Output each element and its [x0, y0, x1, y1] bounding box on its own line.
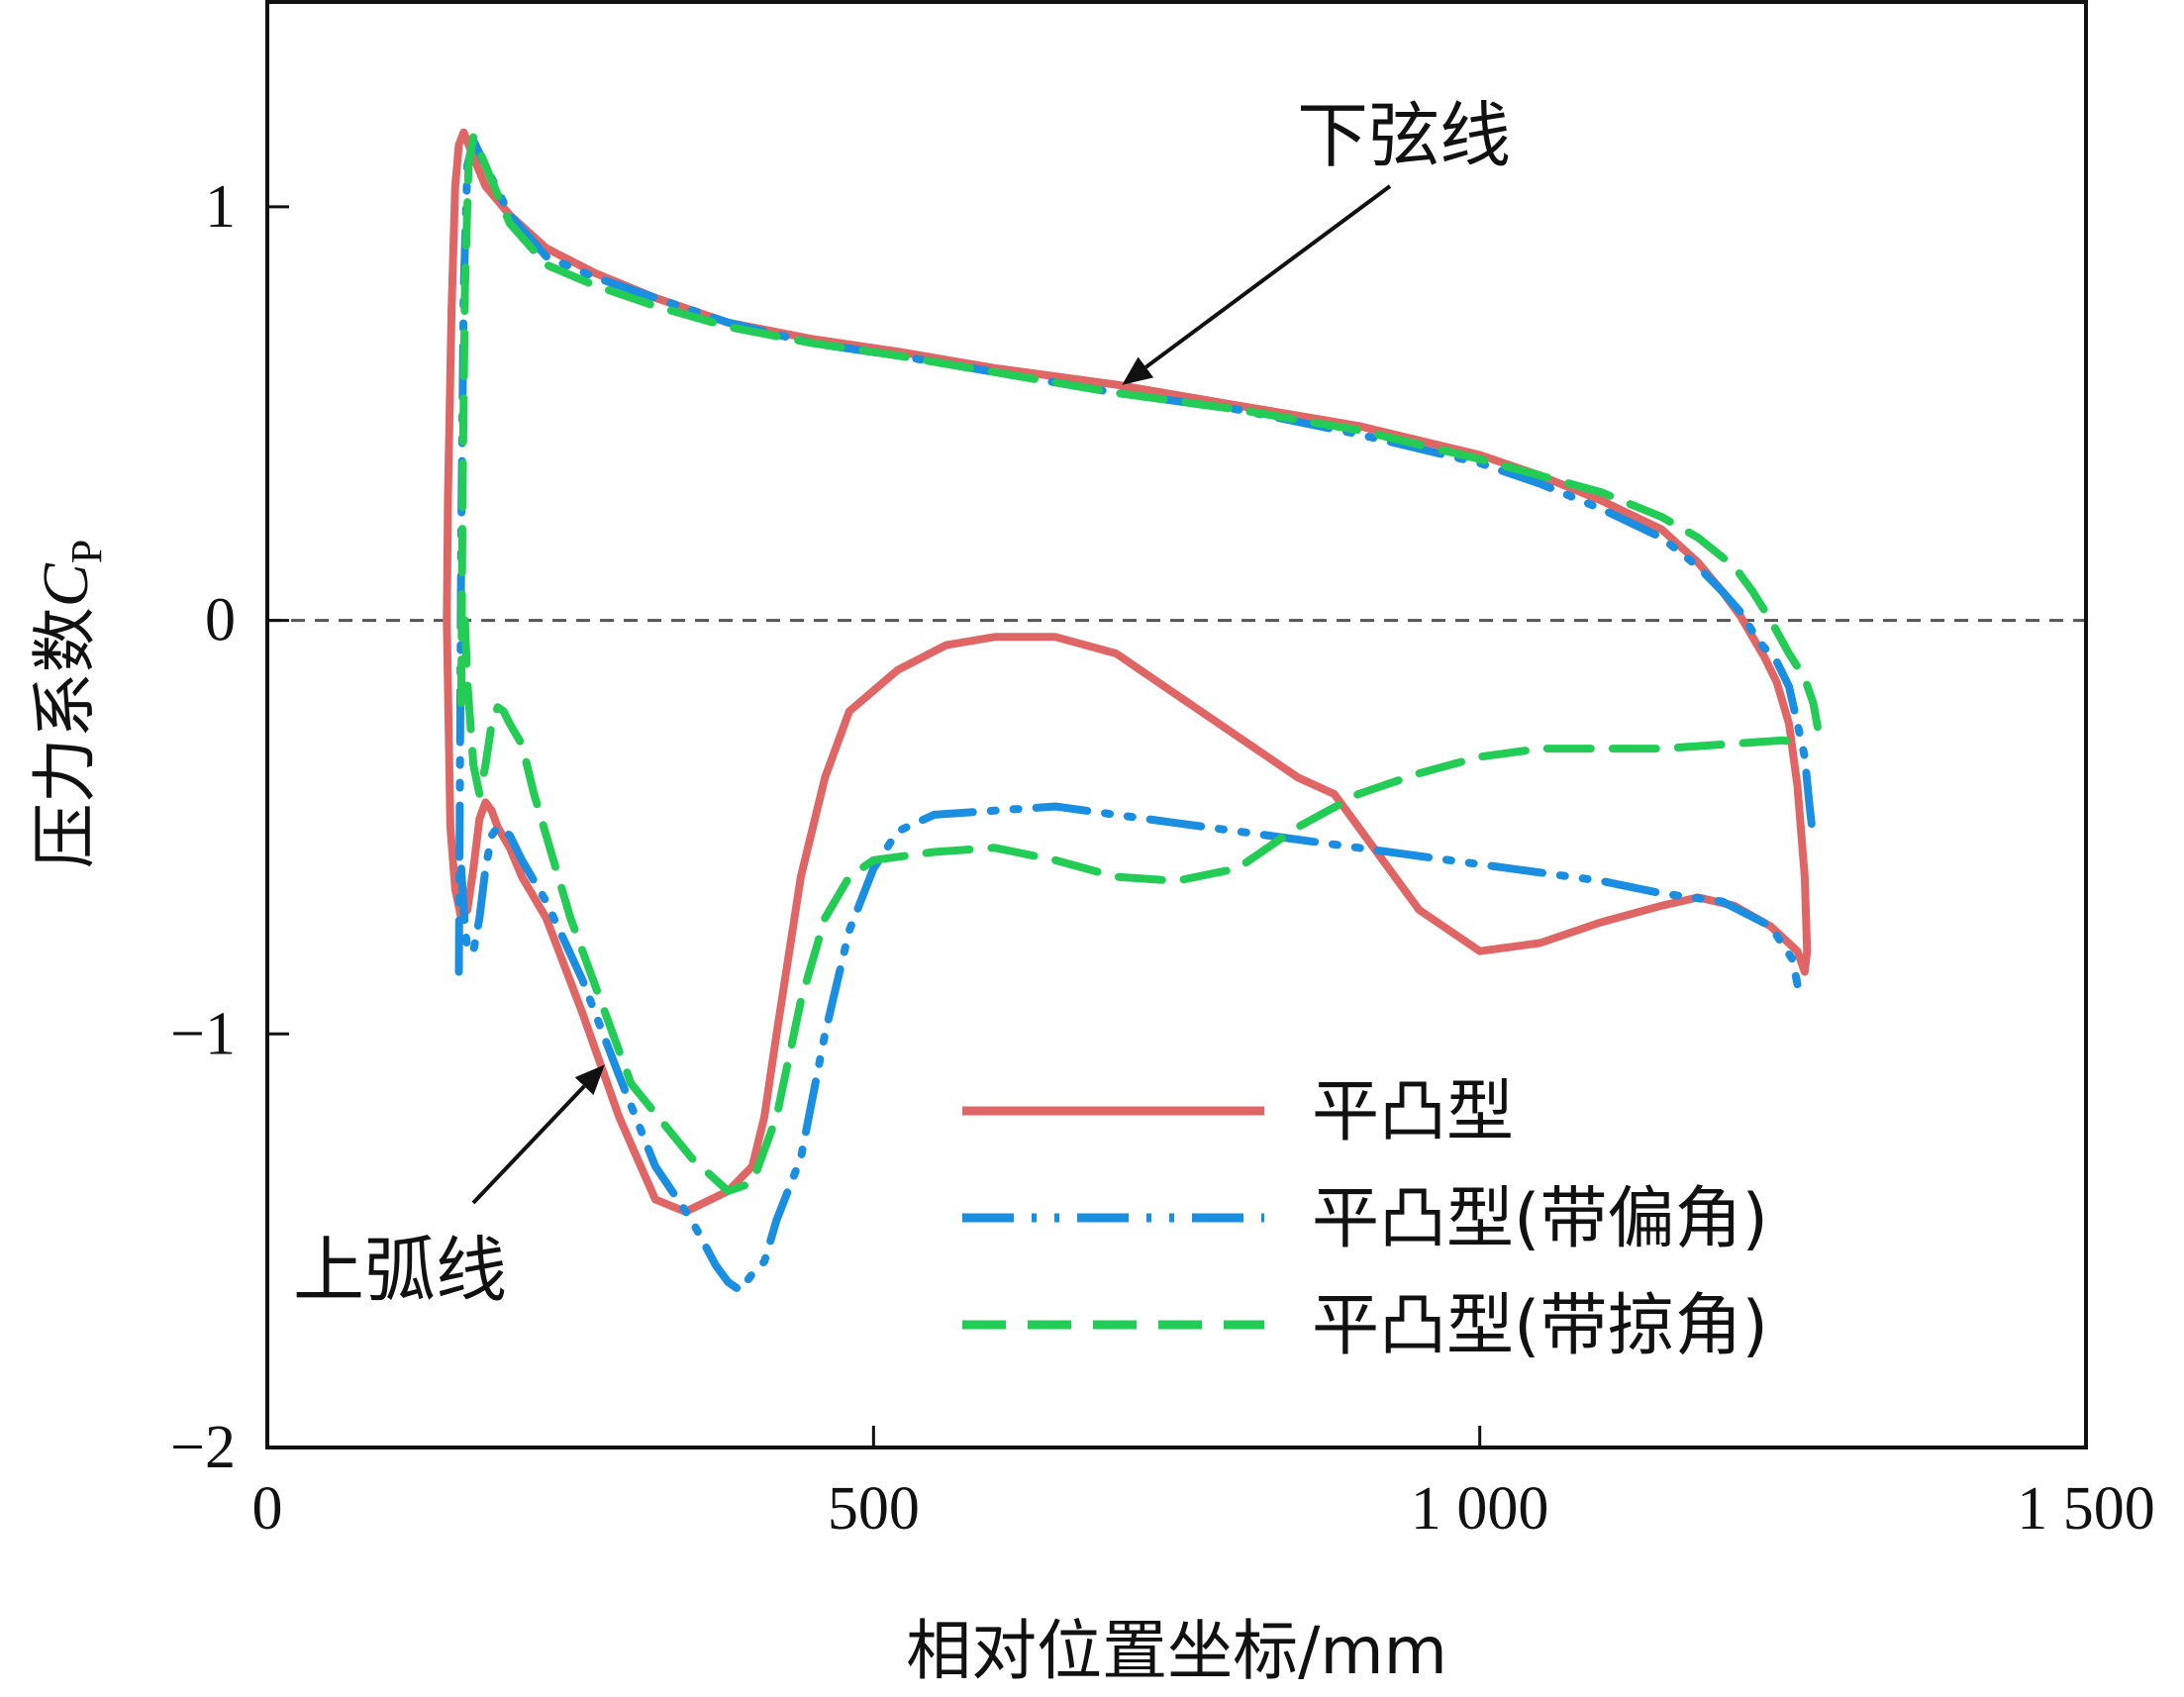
legend-label-2: 平凸型(带偏角) [1312, 1180, 1768, 1258]
x-axis-ticks: 0 500 1 000 1 500 [252, 1426, 2155, 1543]
y-tick-label: −2 [170, 1414, 236, 1481]
series-2-upper-line [456, 802, 1802, 1295]
y-axis-title-main: 压力系数 [27, 607, 103, 868]
lower-chord-annotation: 下弦线 [1297, 94, 1511, 177]
series-1-upper-line [443, 616, 1812, 1216]
legend-label-3: 平凸型(带掠角) [1312, 1287, 1768, 1365]
x-tick-label: 1 500 [2017, 1475, 2155, 1543]
upper-arc-annotation: 上弧线 [293, 1229, 507, 1312]
x-tick-label: 1 000 [1411, 1475, 1549, 1543]
series-3-upper-line [460, 616, 1809, 1195]
lower-chord-arrow [1144, 184, 1392, 369]
series-3-lower-line [456, 132, 1824, 741]
legend-label-1: 平凸型 [1312, 1073, 1514, 1151]
series-layer [443, 128, 1824, 1295]
y-axis-title-symbol: C [30, 562, 102, 607]
plot-frame [265, 0, 2088, 1449]
upper-arc-arrow [471, 1084, 586, 1205]
y-axis-ticks: 1 0 −1 −2 [170, 173, 289, 1481]
y-tick-label: −1 [170, 1000, 236, 1067]
x-axis-title: 相对位置坐标/mm [906, 1613, 1447, 1689]
annotations: 下弦线 上弧线 [293, 94, 1511, 1312]
y-tick-label: 0 [205, 587, 236, 654]
lower-chord-arrowhead [1122, 356, 1154, 385]
y-axis-title-subscript: P [62, 540, 111, 563]
series-1-lower-line [443, 128, 1812, 955]
x-tick-label: 0 [252, 1475, 283, 1543]
upper-arc-arrowhead [574, 1064, 605, 1096]
plot-area [265, 0, 2088, 1449]
y-tick-label: 1 [205, 173, 236, 241]
series-2-lower-line [454, 137, 1817, 976]
x-tick-label: 500 [828, 1475, 920, 1543]
y-axis-title: 压力系数CP [27, 540, 111, 869]
